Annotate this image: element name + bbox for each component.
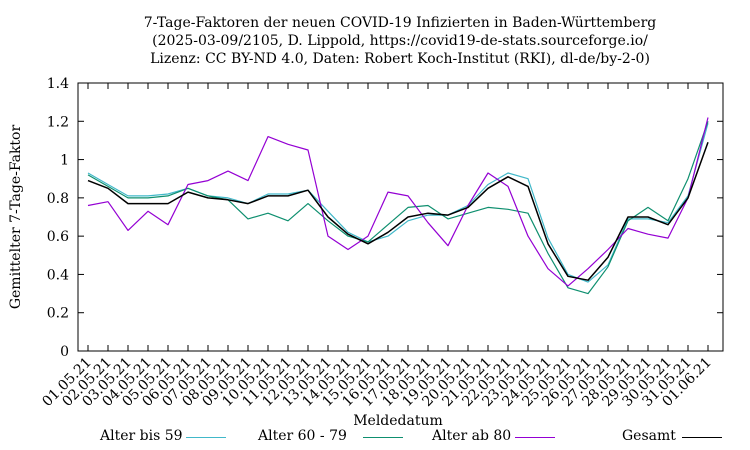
y-tick-label: 1.2 xyxy=(47,114,69,130)
legend-label-gesamt: Gesamt xyxy=(622,428,676,444)
y-axis-label: Gemittelter 7-Tage-Faktor xyxy=(8,125,24,310)
chart-title-line-1: 7-Tage-Faktoren der neuen COVID-19 Infiz… xyxy=(143,15,657,31)
x-axis-ticks: 01.05.2102.05.2103.05.2104.05.2105.05.21… xyxy=(39,83,715,410)
y-tick-label: 0.4 xyxy=(47,267,69,283)
chart-title-line-2: (2025-03-09/2105, D. Lippold, https://co… xyxy=(152,33,648,49)
legend-line-alter-ab-80 xyxy=(515,437,555,438)
series-line-gesamt xyxy=(87,142,709,281)
y-tick-label: 0 xyxy=(60,344,69,360)
y-axis-ticks: 0 0.2 0.4 0.6 0.8 1 1.2 1.4 xyxy=(47,76,723,360)
legend-label-alter-60-79: Alter 60 - 79 xyxy=(258,428,347,444)
x-axis-label: Meldedatum xyxy=(353,413,443,429)
legend-line-alter-60-79 xyxy=(363,437,403,438)
chart-axes xyxy=(77,82,724,352)
legend-label-alter-bis-59: Alter bis 59 xyxy=(100,428,183,444)
y-tick-label: 0.2 xyxy=(47,306,69,322)
series-line-alter-ab-80 xyxy=(87,117,709,287)
legend-line-alter-bis-59 xyxy=(186,437,226,438)
series-lines xyxy=(87,117,709,295)
y-tick-label: 0.6 xyxy=(47,229,69,245)
y-tick-label: 1 xyxy=(60,153,69,169)
series-line-alter-60-79 xyxy=(87,121,709,295)
legend-line-gesamt xyxy=(682,437,722,438)
series-line-alter-bis-59 xyxy=(87,123,709,283)
y-tick-label: 1.4 xyxy=(47,76,69,92)
plot-frame xyxy=(77,82,724,352)
chart-title-line-3: Lizenz: CC BY-ND 4.0, Daten: Robert Koch… xyxy=(150,51,650,67)
y-tick-label: 0.8 xyxy=(47,191,69,207)
legend-label-alter-ab-80: Alter ab 80 xyxy=(432,428,512,444)
